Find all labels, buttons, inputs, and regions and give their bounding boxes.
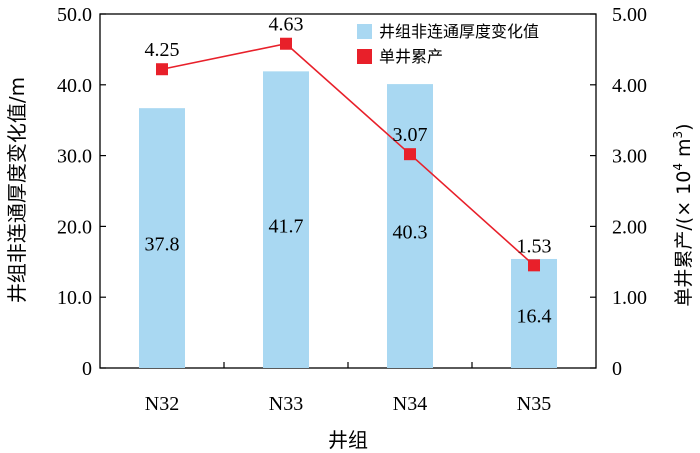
left-tick-label: 0 [82,358,92,380]
right-axis-title-mid: m [673,138,695,163]
bar-N33 [263,71,309,369]
right-axis-title: 单井累产/(× 104 m3) [671,123,695,306]
left-tick-label: 50.0 [57,4,92,26]
line-point-label-N32: 4.25 [145,39,180,61]
line-point-N35 [528,259,540,272]
bar-label-N33: 41.7 [269,216,304,238]
x-axis: N32 N33 N34 N35 [145,362,551,415]
left-tick-label: 30.0 [57,146,92,168]
right-axis-title-suffix: ) [673,123,695,130]
right-tick-label: 3.00 [612,146,647,168]
x-tick-label-N32: N32 [145,393,179,415]
line-point-N32 [156,63,168,76]
bars-layer [139,71,557,369]
left-tick-label: 20.0 [57,216,92,238]
bar-N34 [387,84,433,368]
right-tick-label: 1.00 [612,287,647,309]
left-tick-label: 40.0 [57,75,92,97]
legend-bar-swatch [357,24,372,39]
bar-label-N32: 37.8 [145,233,180,255]
bar-label-N34: 40.3 [393,222,428,244]
legend-line-swatch [357,49,372,64]
legend-line-label: 单井累产 [379,47,443,66]
right-axis-title-sup: 4 [671,163,685,171]
x-axis-title: 井组 [328,428,368,452]
right-axis: 0 1.00 2.00 3.00 4.00 5.00 [590,4,647,380]
line-series [161,42,535,266]
bar-labels-layer: 37.8 41.7 40.3 16.4 [145,216,552,328]
line-point-N33 [280,37,292,50]
line-point-label-N34: 3.07 [393,124,428,146]
right-axis-title-sup2: 3 [671,131,685,139]
right-tick-label: 5.00 [612,4,647,26]
legend-bar-label: 井组非连通厚度变化值 [379,22,539,41]
left-axis: 0 10.0 20.0 30.0 40.0 50.0 [57,4,106,380]
left-tick-label: 10.0 [57,287,92,309]
bar-N35 [511,258,557,368]
point-labels-layer: 4.25 4.63 3.07 1.53 [145,14,552,258]
bar-N32 [139,108,185,368]
bar-label-N35: 16.4 [517,306,552,328]
x-tick-label-N35: N35 [517,393,551,415]
right-axis-title-prefix: 单井累产/(× 10 [673,171,695,307]
line-point-label-N35: 1.53 [517,235,552,257]
legend: 井组非连通厚度变化值 单井累产 [357,22,539,66]
x-tick-label-N33: N33 [269,393,303,415]
right-tick-label: 4.00 [612,75,647,97]
right-tick-label: 0 [612,358,622,380]
line-point-label-N33: 4.63 [269,14,304,36]
left-axis-title: 井组非连通厚度变化值/m [5,77,29,303]
right-tick-label: 2.00 [612,216,647,238]
line-layer [156,37,540,272]
x-tick-label-N34: N34 [393,393,427,415]
line-point-N34 [404,148,416,161]
